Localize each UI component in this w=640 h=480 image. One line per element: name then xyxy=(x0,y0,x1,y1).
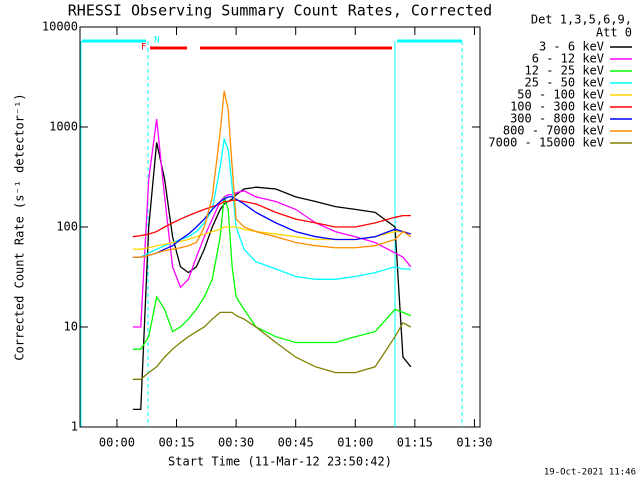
plot-frame xyxy=(79,26,481,428)
legend-label: 6 - 12 keV xyxy=(532,52,604,66)
y-tick-label: 100 xyxy=(56,220,78,234)
legend-label: 100 - 300 keV xyxy=(510,100,604,114)
legend-label: 3 - 6 keV xyxy=(539,40,604,54)
flag-label: F xyxy=(141,43,146,53)
series-line xyxy=(132,137,411,280)
x-tick-label: 00:00 xyxy=(99,436,135,450)
y-tick-label: 10000 xyxy=(42,20,78,34)
legend-label: 12 - 25 keV xyxy=(525,64,604,78)
y-tick-label: 1 xyxy=(71,420,78,434)
series-line xyxy=(132,196,412,350)
y-axis-label: Corrected Count Rate (s⁻¹ detector⁻¹) xyxy=(13,93,27,360)
x-tick-label: 01:30 xyxy=(456,436,492,450)
series-line xyxy=(132,196,412,258)
legend-title: Det 1,3,5,6,9, xyxy=(531,13,632,27)
legend-label: 300 - 800 keV xyxy=(510,112,604,126)
legend-label: 800 - 7000 keV xyxy=(503,124,604,138)
legend-title: Att 0 xyxy=(596,26,632,40)
y-tick-label: 1000 xyxy=(49,120,78,134)
legend-label: 25 - 50 keV xyxy=(525,76,604,90)
series-line xyxy=(132,90,412,258)
series-line xyxy=(132,118,412,328)
x-tick-label: 00:45 xyxy=(278,436,314,450)
x-tick-label: 00:15 xyxy=(158,436,194,450)
legend-label: 50 - 100 keV xyxy=(517,88,604,102)
series-line xyxy=(132,311,412,380)
x-tick-label: 01:00 xyxy=(337,436,373,450)
series-line xyxy=(132,199,411,238)
x-axis-label: Start Time (11-Mar-12 23:50:42) xyxy=(168,455,392,469)
legend-label: 7000 - 15000 keV xyxy=(488,136,604,150)
x-tick-label: 00:30 xyxy=(218,436,254,450)
y-tick-label: 10 xyxy=(64,320,78,334)
series-line xyxy=(132,142,412,411)
x-tick-label: 01:15 xyxy=(397,436,433,450)
chart-title: RHESSI Observing Summary Count Rates, Co… xyxy=(68,2,492,20)
timestamp: 19-Oct-2021 11:46 xyxy=(544,468,636,478)
flag-label: N xyxy=(154,36,159,46)
